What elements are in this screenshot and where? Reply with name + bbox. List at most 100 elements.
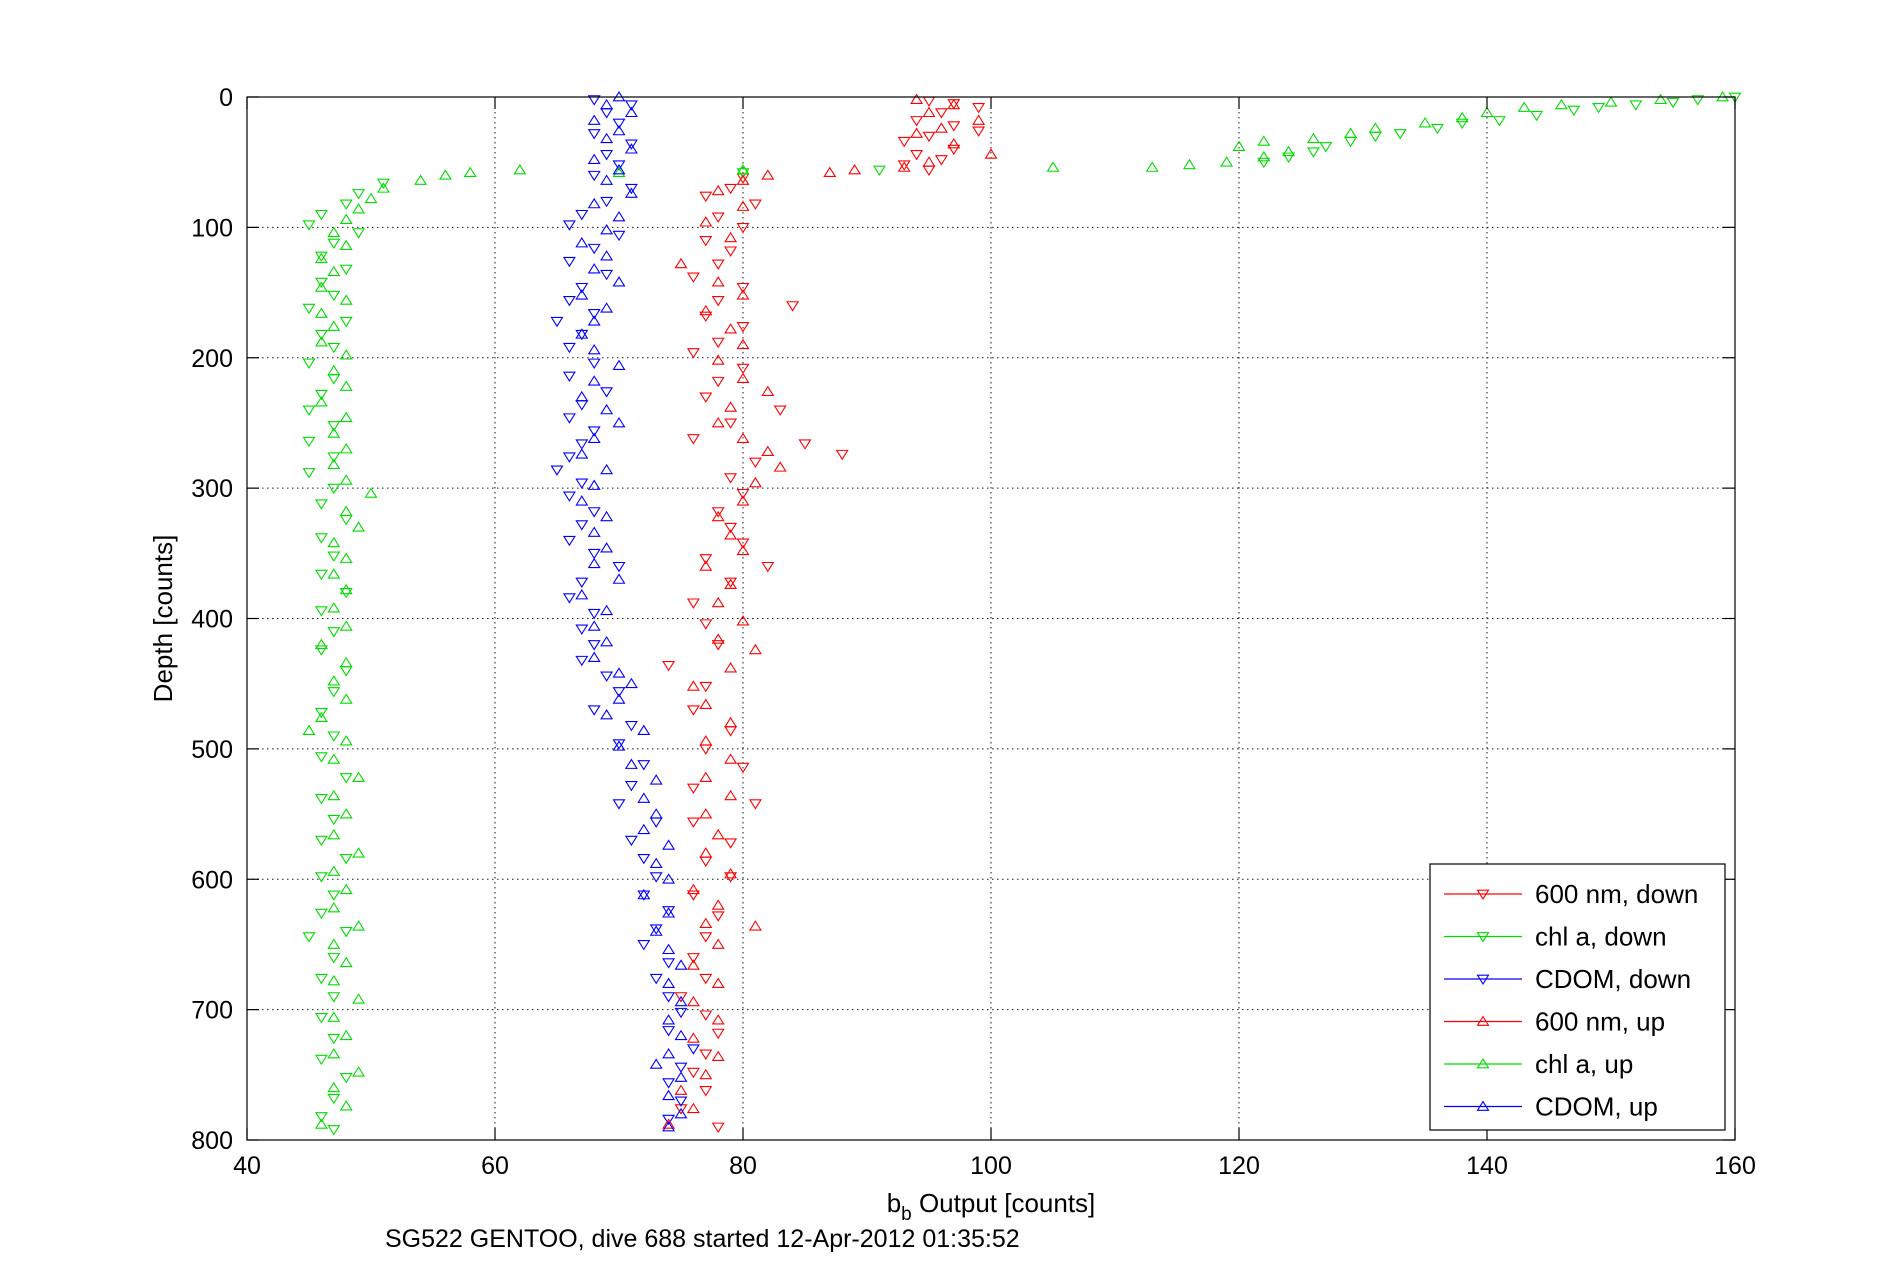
data-point <box>339 1100 353 1111</box>
data-point <box>587 526 601 537</box>
data-point <box>662 1047 676 1059</box>
series-5 <box>575 91 688 1132</box>
data-point <box>910 127 924 138</box>
data-point <box>711 184 725 196</box>
data-point <box>550 465 564 476</box>
data-point <box>327 265 341 277</box>
data-point <box>327 789 341 801</box>
data-point <box>352 993 366 1004</box>
data-point <box>649 808 663 819</box>
data-point <box>724 868 738 879</box>
data-point <box>972 103 986 114</box>
legend-marker <box>1476 974 1490 985</box>
data-point <box>600 196 614 208</box>
data-point <box>327 1093 341 1105</box>
data-point <box>327 1125 341 1136</box>
data-point <box>1629 100 1643 111</box>
data-point <box>1282 145 1296 157</box>
data-point <box>1492 116 1506 127</box>
data-point <box>711 828 725 840</box>
data-point <box>575 577 589 588</box>
data-point <box>314 336 328 347</box>
data-point <box>686 1032 700 1043</box>
data-point <box>748 199 762 210</box>
data-point <box>1666 97 1680 109</box>
data-point <box>662 839 676 850</box>
data-point <box>1145 161 1159 172</box>
data-point <box>724 577 738 588</box>
chart-caption: SG522 GENTOO, dive 688 started 12-Apr-20… <box>385 1225 1020 1253</box>
data-point <box>724 183 738 195</box>
data-point <box>612 164 626 175</box>
y-tick-label: 0 <box>219 84 233 112</box>
data-point <box>327 364 341 376</box>
data-point <box>600 269 614 281</box>
data-point <box>587 114 601 125</box>
legend-label: 600 nm, down <box>1535 879 1698 909</box>
data-point <box>1344 127 1358 138</box>
data-point <box>314 711 328 722</box>
data-point <box>1232 140 1246 151</box>
data-point <box>649 774 663 785</box>
data-point <box>438 169 452 180</box>
data-point <box>314 1054 328 1066</box>
data-point <box>587 426 601 437</box>
data-point <box>674 1084 688 1095</box>
data-point <box>724 753 738 764</box>
data-point <box>699 1086 713 1097</box>
legend-label: CDOM, down <box>1535 964 1691 994</box>
data-point <box>699 304 713 316</box>
legend-label: chl a, up <box>1535 1049 1633 1079</box>
data-point <box>314 533 328 544</box>
data-point <box>686 817 700 828</box>
data-point <box>662 906 676 917</box>
data-point <box>1430 123 1444 135</box>
data-point <box>587 479 601 490</box>
legend-label: CDOM, up <box>1535 1092 1658 1122</box>
data-point <box>575 448 589 459</box>
data-point <box>823 166 837 178</box>
data-point <box>600 98 614 110</box>
series-3 <box>662 93 998 1129</box>
data-point <box>302 436 316 448</box>
data-point <box>711 376 725 388</box>
data-point <box>600 149 614 161</box>
data-point <box>910 149 924 161</box>
data-point <box>327 238 341 250</box>
data-point <box>699 973 713 985</box>
data-point <box>711 1028 725 1040</box>
data-point <box>662 958 676 969</box>
data-point <box>612 561 626 573</box>
data-point <box>637 940 651 951</box>
data-point <box>761 169 775 180</box>
data-point <box>711 1014 725 1025</box>
data-point <box>1592 103 1606 114</box>
data-point <box>624 100 638 111</box>
data-point <box>327 753 341 764</box>
data-point <box>587 358 601 369</box>
data-point <box>724 716 738 728</box>
data-point <box>600 250 614 261</box>
data-point <box>339 588 353 599</box>
data-point <box>686 953 700 964</box>
data-point <box>562 452 576 463</box>
data-point <box>612 799 626 810</box>
data-point <box>736 282 750 294</box>
data-point <box>724 418 738 429</box>
data-point <box>575 328 589 339</box>
x-axis-label-main: b <box>887 1188 901 1218</box>
data-point <box>637 823 651 835</box>
data-point <box>600 387 614 398</box>
data-point <box>463 166 477 178</box>
data-point <box>339 443 353 454</box>
data-point <box>327 1081 341 1093</box>
data-point <box>736 289 750 300</box>
data-point <box>587 95 601 106</box>
data-point <box>352 203 366 214</box>
data-point <box>327 568 341 579</box>
data-point <box>1455 111 1469 123</box>
data-point <box>724 578 738 590</box>
data-point <box>724 838 738 849</box>
x-tick-label: 100 <box>970 1152 1012 1180</box>
data-point <box>327 814 341 826</box>
